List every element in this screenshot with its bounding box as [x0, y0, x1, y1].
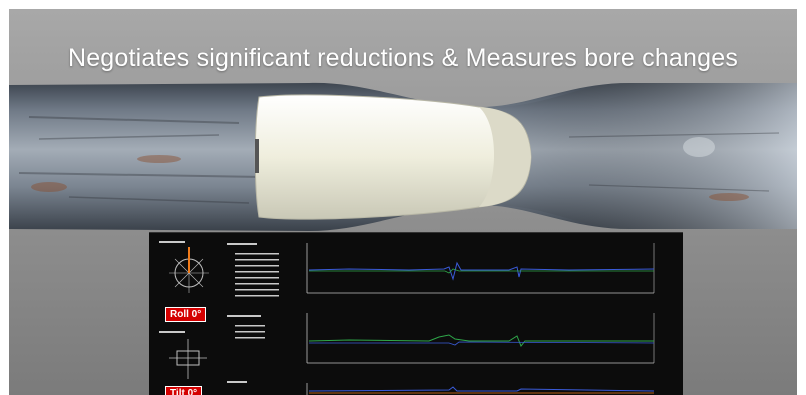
tilt-gauge [169, 339, 207, 379]
inspection-tool-body [254, 94, 532, 220]
tool-side-mark [255, 139, 259, 173]
roll-badge: Roll 0° [165, 307, 207, 322]
chart-tilt [306, 383, 655, 395]
chart-ultrasonic [306, 243, 655, 294]
pipe-texture [18, 116, 780, 204]
headline-caption: Negotiates significant reductions & Meas… [67, 44, 739, 72]
pipe-highlight [489, 83, 797, 229]
rust-spots [31, 137, 749, 201]
tilt-badge: Tilt 0° [165, 386, 203, 395]
data-panel-graphics [159, 241, 655, 395]
inspection-tool-nose [479, 107, 531, 207]
video-frame: Negotiates significant reductions & Meas… [9, 9, 797, 395]
legend-placeholders [159, 241, 279, 383]
pipe-scene [9, 82, 797, 231]
roll-gauge [169, 247, 209, 293]
data-panel: Roll 0° Tilt 0° [149, 232, 683, 395]
chart-accelerometer [306, 313, 655, 364]
